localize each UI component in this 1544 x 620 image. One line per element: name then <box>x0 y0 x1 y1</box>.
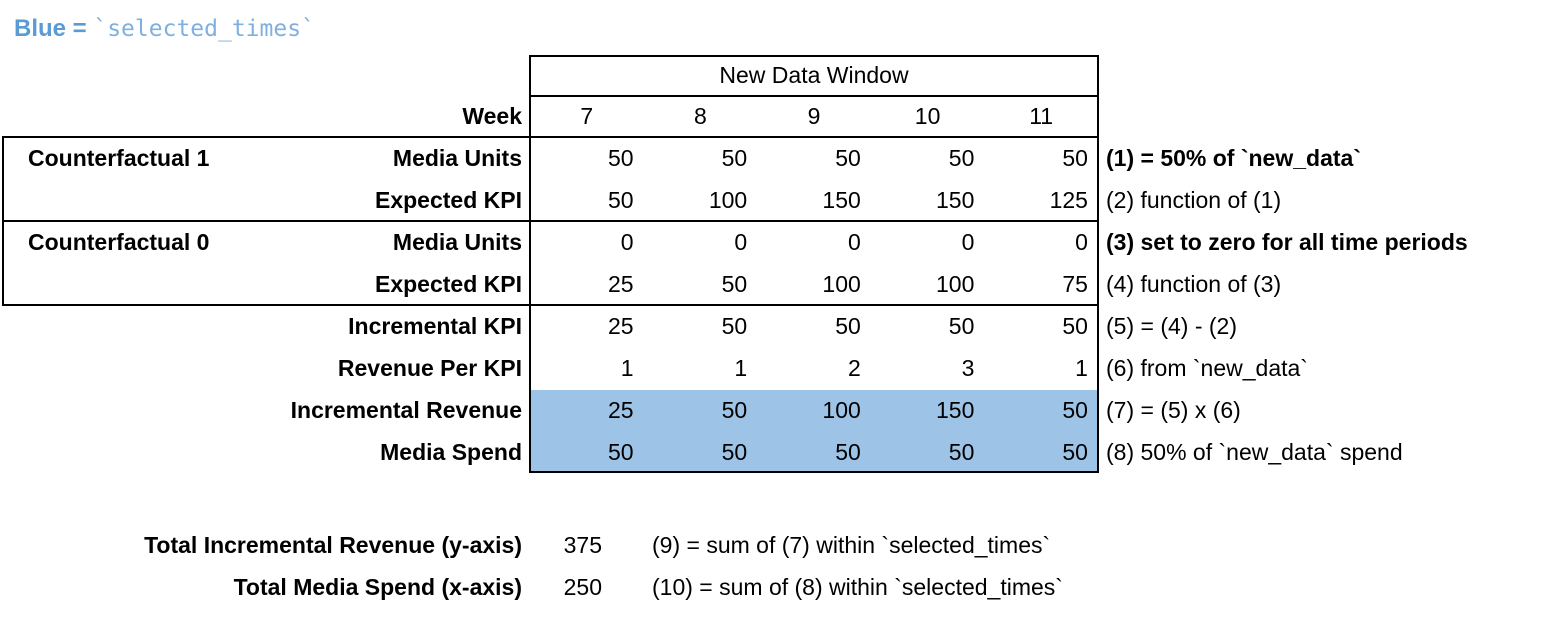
table-row-media-spend: Media Spend 50 50 50 50 50 (8) 50% of `n… <box>0 431 1544 473</box>
cell: 100 <box>708 187 748 213</box>
table-row-expected-kpi-cf1: Expected KPI 50 100 150 150 125 (2) func… <box>0 179 1544 221</box>
table-row-incremental-kpi: Incremental KPI 25 50 50 50 50 (5) = (4)… <box>0 305 1544 347</box>
cell: 50 <box>721 145 748 171</box>
row-label: Media Units <box>392 145 522 171</box>
table-row-media-units-cf0: Media Units 0 0 0 0 0 (3) set to zero fo… <box>0 221 1544 263</box>
cell: 0 <box>1075 229 1088 255</box>
cell: 50 <box>721 313 748 339</box>
week-7: 7 <box>580 103 594 129</box>
cell: 1 <box>1075 355 1088 381</box>
legend-title-code: `selected_times` <box>93 16 315 42</box>
counterfactual0-divider <box>2 304 1099 306</box>
legend-title: Blue = `selected_times` <box>14 12 315 46</box>
table-row-expected-kpi-cf0: Expected KPI 25 50 100 100 75 (4) functi… <box>0 263 1544 305</box>
selected-times-highlight <box>531 390 1097 471</box>
cell: 25 <box>608 313 634 339</box>
cell: 150 <box>936 397 975 423</box>
cell: 50 <box>608 187 634 213</box>
row-label: Incremental KPI <box>348 313 522 339</box>
cell: 0 <box>620 229 634 255</box>
cell: 1 <box>620 355 634 381</box>
total-incremental-revenue-label: Total Incremental Revenue (y-axis) <box>144 532 522 558</box>
total-media-spend-value: 250 <box>563 574 602 600</box>
row-label: Media Units <box>392 229 522 255</box>
total-media-spend-row: Total Media Spend (x-axis) 250 (10) = su… <box>0 566 1544 608</box>
row-note-1: (1) = 50% of `new_data` <box>1106 145 1361 171</box>
cell: 100 <box>936 271 975 297</box>
cell: 50 <box>835 439 861 465</box>
cell: 25 <box>608 271 634 297</box>
row-note-7: (7) = (5) x (6) <box>1106 397 1241 423</box>
row-note-4: (4) function of (3) <box>1106 271 1282 297</box>
week-10: 10 <box>914 103 941 129</box>
counterfactual-divider <box>2 220 1099 222</box>
table-row-incremental-revenue: Incremental Revenue 25 50 100 150 50 (7)… <box>0 389 1544 431</box>
total-incremental-revenue-row: Total Incremental Revenue (y-axis) 375 (… <box>0 524 1544 566</box>
cell: 50 <box>608 439 634 465</box>
cell: 50 <box>835 313 861 339</box>
cell: 50 <box>1062 439 1088 465</box>
week-8: 8 <box>693 103 707 129</box>
week-11: 11 <box>1029 103 1054 129</box>
new-data-window-header: New Data Window <box>719 62 909 88</box>
cell: 75 <box>1062 271 1088 297</box>
header-divider <box>529 95 1099 97</box>
legend-title-prefix: Blue = <box>14 15 94 42</box>
cell: 125 <box>1049 187 1088 213</box>
row-label: Media Spend <box>380 439 522 465</box>
cell: 100 <box>822 397 861 423</box>
cell: 50 <box>1062 313 1088 339</box>
cell: 50 <box>721 271 748 297</box>
row-label: Revenue Per KPI <box>337 355 522 381</box>
cell: 1 <box>734 355 748 381</box>
grid-border-bottom <box>529 471 1099 473</box>
cell: 100 <box>822 271 861 297</box>
cell: 50 <box>948 145 975 171</box>
cell: 150 <box>822 187 861 213</box>
cell: 50 <box>1062 397 1088 423</box>
cell: 2 <box>847 355 861 381</box>
row-label: Incremental Revenue <box>290 397 522 423</box>
week-9: 9 <box>807 103 821 129</box>
row-note-3: (3) set to zero for all time periods <box>1106 229 1468 255</box>
grid-border-right <box>1097 55 1099 473</box>
cell: 0 <box>734 229 748 255</box>
grid-border-top <box>529 55 1099 57</box>
cell: 50 <box>608 145 634 171</box>
cell: 50 <box>835 145 861 171</box>
table-row-revenue-per-kpi: Revenue Per KPI 1 1 2 3 1 (6) from `new_… <box>0 347 1544 389</box>
cell: 50 <box>948 313 975 339</box>
cell: 3 <box>961 355 975 381</box>
total-media-spend-label: Total Media Spend (x-axis) <box>233 574 522 600</box>
table-row-media-units-cf1: Media Units 50 50 50 50 50 (1) = 50% of … <box>0 137 1544 179</box>
cell: 0 <box>961 229 975 255</box>
cell: 0 <box>847 229 861 255</box>
row-note-5: (5) = (4) - (2) <box>1106 313 1237 339</box>
group-counterfactual-0: Counterfactual 0 <box>28 229 210 255</box>
row-note-8: (8) 50% of `new_data` spend <box>1106 439 1403 465</box>
row-note-2: (2) function of (1) <box>1106 187 1282 213</box>
week-row-divider <box>2 136 1099 138</box>
row-label: Expected KPI <box>375 271 522 297</box>
cell: 50 <box>721 439 748 465</box>
cell: 50 <box>721 397 748 423</box>
cell: 150 <box>936 187 975 213</box>
row-label: Expected KPI <box>375 187 522 213</box>
total-note-9: (9) = sum of (7) within `selected_times` <box>652 532 1051 558</box>
cell: 50 <box>1062 145 1088 171</box>
cell: 50 <box>948 439 975 465</box>
total-note-10: (10) = sum of (8) within `selected_times… <box>652 574 1063 600</box>
total-incremental-revenue-value: 375 <box>563 532 602 558</box>
cell: 25 <box>608 397 634 423</box>
week-label: Week <box>462 103 522 129</box>
grid-border-left <box>529 55 531 473</box>
week-row: Week 7 8 9 10 11 <box>0 95 1544 137</box>
group-counterfactual-1: Counterfactual 1 <box>28 145 210 171</box>
row-note-6: (6) from `new_data` <box>1106 355 1308 381</box>
